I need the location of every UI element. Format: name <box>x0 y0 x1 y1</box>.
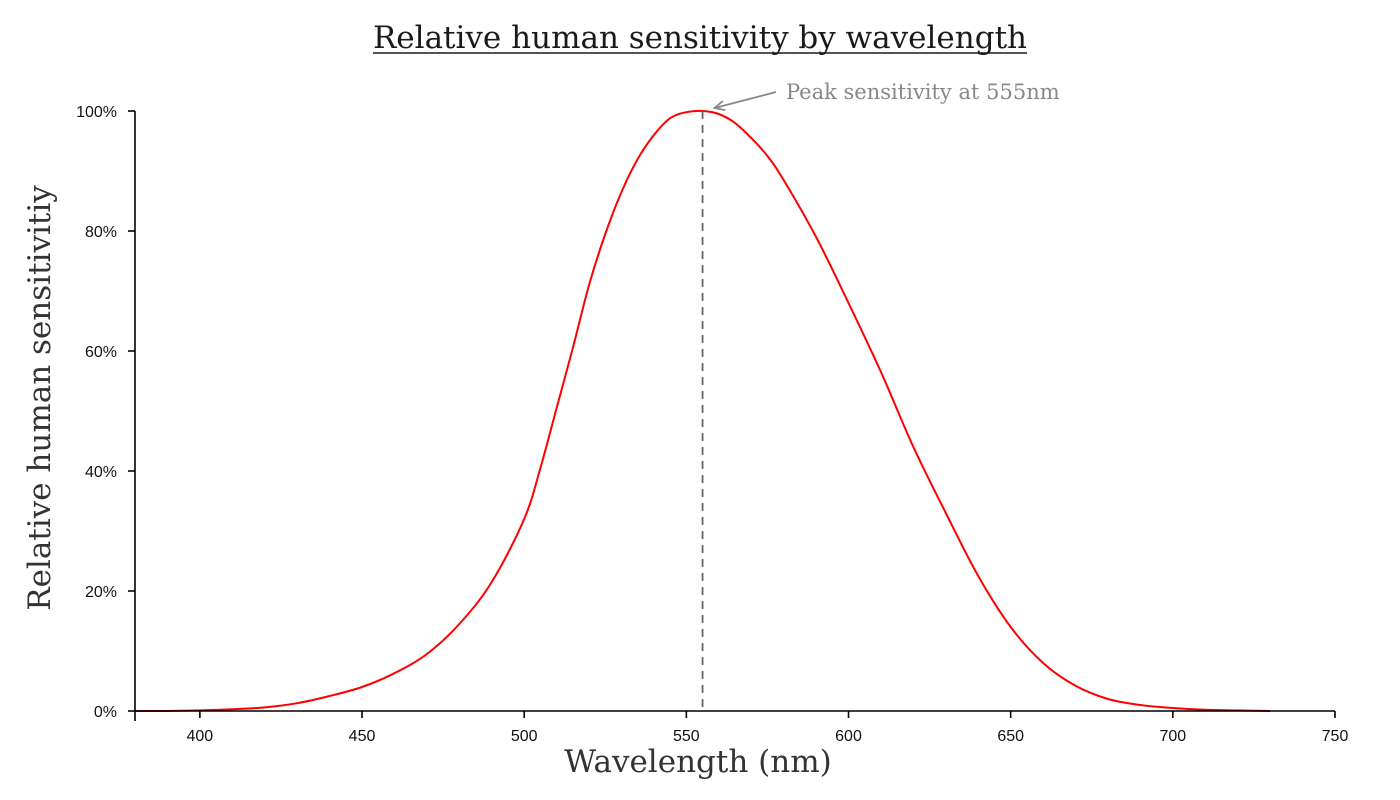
y-axis-title: Relative human sensitivitiy <box>22 185 58 611</box>
y-tick-label: 60% <box>85 344 117 361</box>
annotation-arrowhead <box>712 100 726 112</box>
y-tick-label: 40% <box>85 464 117 481</box>
y-axis-ticks: 0% 20% 40% 60% 80% 100% <box>76 104 135 721</box>
x-tick-label: 650 <box>997 728 1024 745</box>
sensitivity-curve <box>134 109 1271 713</box>
x-tick-label: 600 <box>835 728 862 745</box>
chart-title: Relative human sensitivity by wavelength <box>373 20 1027 56</box>
x-axis-title: Wavelength (nm) <box>564 744 831 780</box>
peak-annotation-text: Peak sensitivity at 555nm <box>786 80 1060 104</box>
annotation-arrow <box>714 91 777 109</box>
y-tick-label: 0% <box>94 704 117 721</box>
x-tick-label: 400 <box>187 728 214 745</box>
x-tick-label: 700 <box>1159 728 1186 745</box>
x-axis-ticks: 400 450 500 550 600 650 700 750 <box>134 711 1349 745</box>
y-tick-label: 20% <box>85 584 117 601</box>
y-tick-label: 80% <box>85 224 117 241</box>
x-tick-label: 450 <box>349 728 376 745</box>
x-tick-label: 550 <box>673 728 700 745</box>
x-tick-label: 500 <box>511 728 538 745</box>
x-tick-label: 750 <box>1322 728 1349 745</box>
y-tick-label: 100% <box>76 104 117 121</box>
